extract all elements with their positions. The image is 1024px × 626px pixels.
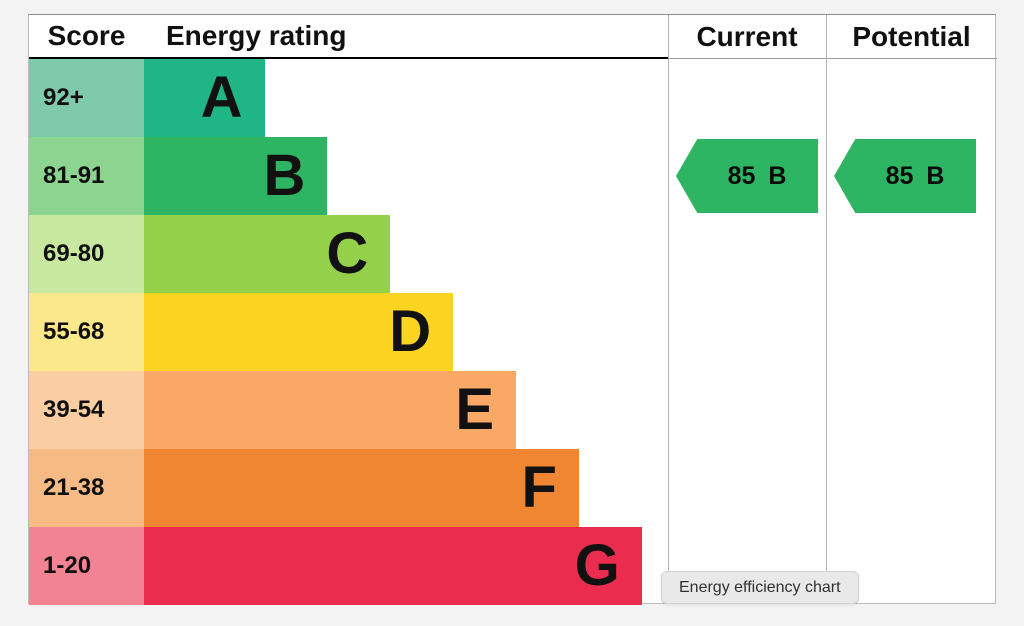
score-cell: 69-80 bbox=[29, 215, 144, 293]
score-range-label: 1-20 bbox=[43, 552, 92, 579]
score-range-label: 69-80 bbox=[43, 240, 105, 267]
band-letter: A bbox=[200, 65, 243, 130]
score-cell: 55-68 bbox=[29, 293, 144, 371]
potential-rating-band: B bbox=[926, 161, 945, 190]
current-rating-value: 85 bbox=[727, 161, 756, 190]
score-cell: 1-20 bbox=[29, 527, 144, 605]
header-score: Score bbox=[29, 15, 144, 59]
header-current: Current bbox=[668, 15, 826, 59]
score-range-label: 21-38 bbox=[43, 474, 105, 501]
chart-tooltip-label: Energy efficiency chart bbox=[679, 578, 841, 596]
bar-area: F bbox=[144, 449, 668, 527]
rating-bar: A bbox=[144, 59, 265, 137]
rating-bar: B bbox=[144, 137, 328, 215]
chart-tooltip: Energy efficiency chart bbox=[661, 571, 859, 604]
band-row-d: 55-68 D bbox=[29, 293, 668, 371]
rating-bar: E bbox=[144, 371, 517, 449]
band-letter: D bbox=[389, 299, 432, 364]
current-rating-band: B bbox=[768, 161, 787, 190]
bar-area: C bbox=[144, 215, 668, 293]
score-range-label: 81-91 bbox=[43, 162, 105, 189]
score-cell: 21-38 bbox=[29, 449, 144, 527]
band-letter: C bbox=[326, 221, 369, 286]
potential-rating-value: 85 bbox=[885, 161, 914, 190]
band-row-b: 81-91 B bbox=[29, 137, 668, 215]
bar-area: B bbox=[144, 137, 668, 215]
score-cell: 39-54 bbox=[29, 371, 144, 449]
potential-rating-arrow: 85 B bbox=[834, 139, 976, 213]
score-cell: 92+ bbox=[29, 59, 144, 137]
score-range-label: 55-68 bbox=[43, 318, 105, 345]
header-energy-rating: Energy rating bbox=[144, 15, 668, 59]
header-potential: Potential bbox=[826, 15, 997, 59]
current-rating-arrow: 85 B bbox=[676, 139, 818, 213]
divider-potential bbox=[826, 15, 827, 603]
band-letter: F bbox=[521, 455, 557, 520]
rating-bar: C bbox=[144, 215, 391, 293]
rating-bar: G bbox=[144, 527, 642, 605]
band-row-c: 69-80 C bbox=[29, 215, 668, 293]
bar-area: D bbox=[144, 293, 668, 371]
band-letter: B bbox=[263, 143, 306, 208]
band-letter: G bbox=[574, 533, 620, 598]
score-cell: 81-91 bbox=[29, 137, 144, 215]
band-letter: E bbox=[455, 377, 495, 442]
rating-bar: D bbox=[144, 293, 454, 371]
divider-current bbox=[668, 15, 669, 603]
rating-bar: F bbox=[144, 449, 579, 527]
bar-area: G bbox=[144, 527, 668, 605]
score-range-label: 92+ bbox=[43, 84, 84, 111]
score-range-label: 39-54 bbox=[43, 396, 105, 423]
band-row-f: 21-38 F bbox=[29, 449, 668, 527]
band-row-e: 39-54 E bbox=[29, 371, 668, 449]
bar-area: A bbox=[144, 59, 668, 137]
band-row-a: 92+ A bbox=[29, 59, 668, 137]
band-row-g: 1-20 G bbox=[29, 527, 668, 605]
energy-efficiency-chart: Score Energy rating Current Potential 92… bbox=[28, 14, 997, 605]
bar-area: E bbox=[144, 371, 668, 449]
